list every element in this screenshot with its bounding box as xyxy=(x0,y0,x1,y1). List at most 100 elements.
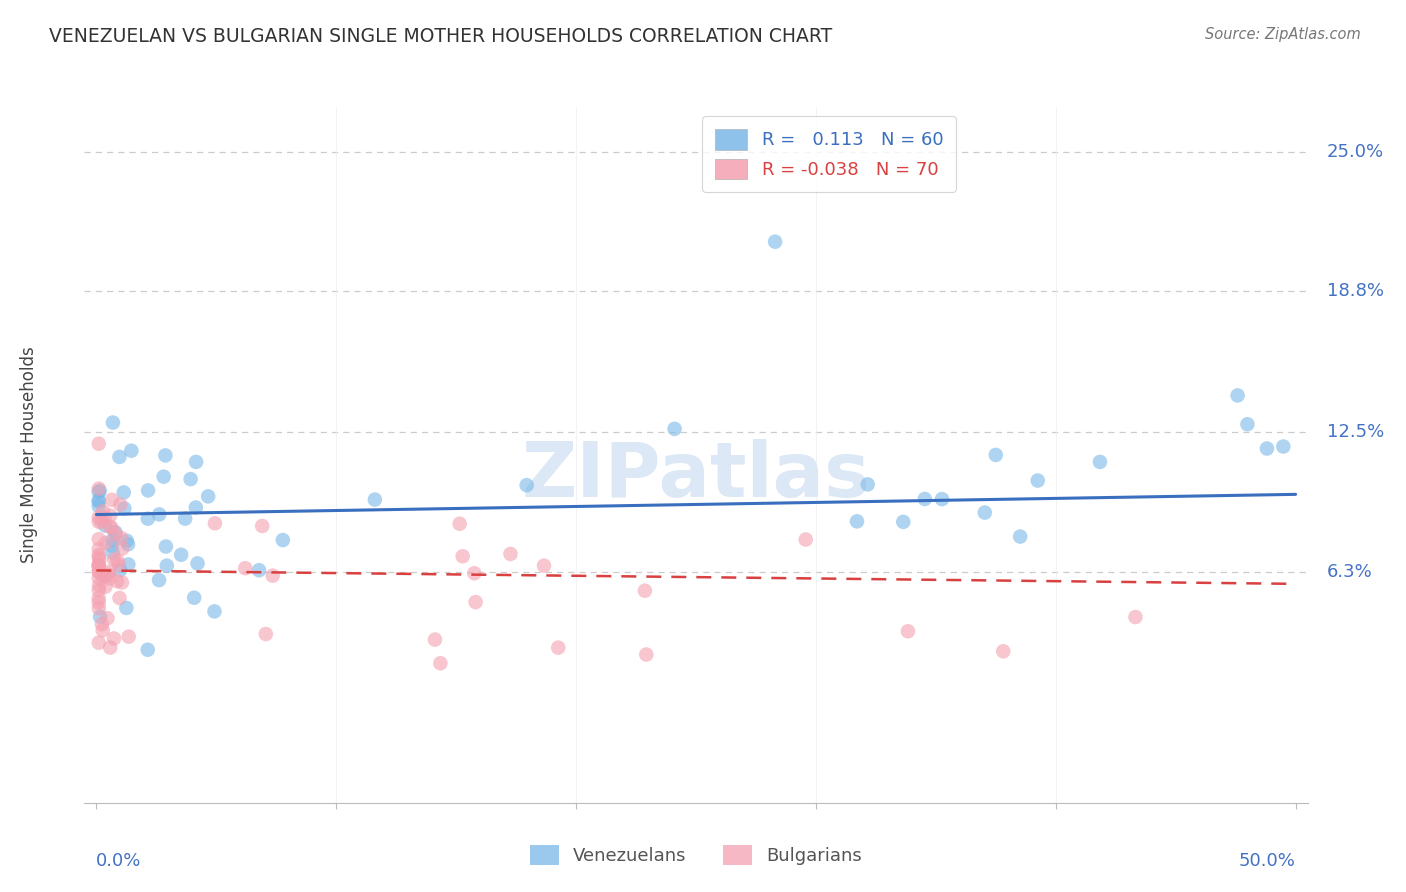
Point xyxy=(87,635,110,649)
Point xyxy=(464,595,486,609)
Point xyxy=(117,558,139,572)
Point xyxy=(1226,388,1249,402)
Point xyxy=(262,568,284,582)
Point xyxy=(1088,455,1111,469)
Point xyxy=(204,604,226,618)
Point xyxy=(120,443,142,458)
Point xyxy=(87,485,110,500)
Point xyxy=(87,559,110,574)
Point xyxy=(271,533,294,547)
Text: ZIPatlas: ZIPatlas xyxy=(522,439,870,513)
Point xyxy=(87,510,110,524)
Point xyxy=(184,500,207,515)
Text: 18.8%: 18.8% xyxy=(1327,282,1384,300)
Point xyxy=(973,506,995,520)
Point xyxy=(98,565,121,579)
Point xyxy=(148,508,170,522)
Point xyxy=(186,557,208,571)
Point xyxy=(1125,610,1147,624)
Point xyxy=(89,609,111,624)
Point xyxy=(98,571,121,585)
Text: Source: ZipAtlas.com: Source: ZipAtlas.com xyxy=(1205,27,1361,42)
Point xyxy=(87,578,110,592)
Point xyxy=(449,516,471,531)
Point xyxy=(155,540,177,554)
Point xyxy=(110,498,132,512)
Text: 12.5%: 12.5% xyxy=(1327,424,1384,442)
Point xyxy=(87,532,110,546)
Point xyxy=(98,508,121,523)
Point xyxy=(463,566,485,581)
Point xyxy=(101,492,124,507)
Point xyxy=(115,533,138,548)
Point xyxy=(156,558,179,573)
Point xyxy=(87,494,110,508)
Point xyxy=(423,632,446,647)
Point xyxy=(87,565,110,579)
Point xyxy=(87,583,110,598)
Point xyxy=(96,611,118,625)
Point xyxy=(931,492,953,507)
Point xyxy=(94,536,117,550)
Point xyxy=(105,574,128,589)
Point xyxy=(108,450,131,464)
Point xyxy=(1256,442,1278,456)
Point xyxy=(856,477,879,491)
Point xyxy=(634,583,657,598)
Point xyxy=(89,483,111,498)
Point xyxy=(897,624,920,639)
Point xyxy=(155,449,177,463)
Point xyxy=(117,537,139,551)
Point xyxy=(98,640,121,655)
Point xyxy=(112,501,135,516)
Point xyxy=(763,235,786,249)
Point xyxy=(87,558,110,573)
Point xyxy=(87,591,110,606)
Point xyxy=(846,514,869,528)
Point xyxy=(984,448,1007,462)
Point xyxy=(87,601,110,615)
Point xyxy=(197,489,219,503)
Point xyxy=(97,567,120,582)
Point xyxy=(110,531,132,545)
Point xyxy=(247,563,270,577)
Point xyxy=(184,455,207,469)
Point xyxy=(87,571,110,585)
Point xyxy=(87,550,110,565)
Point xyxy=(93,570,115,584)
Point xyxy=(233,561,256,575)
Point xyxy=(111,541,134,556)
Point xyxy=(101,539,124,553)
Point xyxy=(87,595,110,609)
Point xyxy=(104,527,127,541)
Point xyxy=(94,568,117,582)
Point xyxy=(136,642,159,657)
Text: 6.3%: 6.3% xyxy=(1327,563,1372,581)
Point xyxy=(111,575,134,590)
Point xyxy=(90,617,112,632)
Point xyxy=(364,492,387,507)
Point xyxy=(108,563,131,577)
Point xyxy=(87,515,110,529)
Point xyxy=(115,601,138,615)
Point xyxy=(108,591,131,605)
Point xyxy=(636,648,658,662)
Point xyxy=(1236,417,1258,432)
Point xyxy=(891,515,914,529)
Point xyxy=(118,630,141,644)
Point xyxy=(993,644,1015,658)
Point xyxy=(499,547,522,561)
Text: 25.0%: 25.0% xyxy=(1327,143,1384,161)
Point xyxy=(170,548,193,562)
Point xyxy=(794,533,817,547)
Point xyxy=(183,591,205,605)
Point xyxy=(87,565,110,579)
Point xyxy=(87,558,110,572)
Point xyxy=(664,422,686,436)
Point xyxy=(89,552,111,566)
Point xyxy=(533,558,555,573)
Point xyxy=(136,483,159,498)
Point xyxy=(94,580,117,594)
Point xyxy=(429,657,451,671)
Point xyxy=(87,500,110,514)
